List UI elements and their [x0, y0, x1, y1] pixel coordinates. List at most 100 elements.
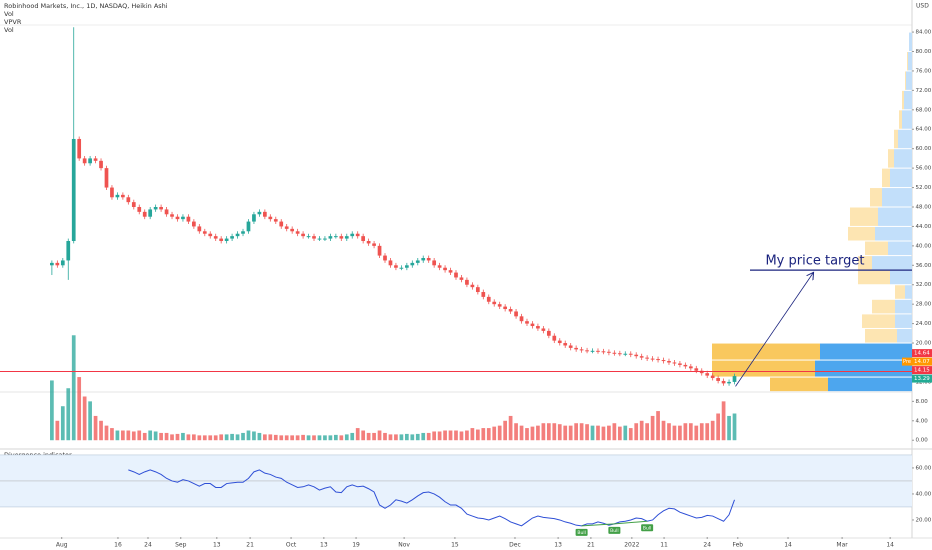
volume-bar — [585, 424, 589, 441]
vpvr-down — [882, 168, 890, 188]
price-label-bg — [912, 357, 932, 366]
candle-body — [508, 309, 513, 312]
candle-body — [284, 226, 289, 229]
candle-body — [268, 216, 273, 220]
candle-body — [323, 238, 327, 240]
volume-bar — [568, 425, 573, 441]
candle-body — [694, 368, 699, 371]
divergence-line — [614, 520, 648, 525]
volume-bar — [492, 426, 497, 441]
candle-body — [77, 138, 82, 159]
vpvr-up — [875, 226, 912, 241]
volume-bar — [213, 435, 218, 441]
volume-bar — [519, 425, 524, 441]
volume-bar — [131, 431, 136, 441]
candle-body — [530, 323, 535, 327]
volume-bar — [459, 431, 464, 441]
candle-body — [197, 226, 202, 232]
candle-body — [568, 345, 573, 348]
price-label-bg — [912, 366, 932, 375]
vpvr-up — [890, 168, 912, 188]
volume-bar — [388, 434, 393, 441]
y-tick-label: 32.00 — [916, 282, 932, 288]
vpvr-down — [712, 360, 815, 377]
vpvr-up — [882, 188, 912, 207]
candle-body — [241, 231, 245, 234]
y-tick-label: 20.00 — [916, 341, 932, 347]
volume-bar — [71, 335, 76, 441]
volume-bar — [443, 430, 447, 441]
volume-bar — [432, 431, 437, 441]
candle-body — [497, 304, 502, 307]
volume-bar — [667, 423, 671, 441]
volume-bar — [77, 377, 82, 441]
volume-bar — [290, 435, 295, 441]
candle-body — [273, 219, 278, 222]
candle-body — [536, 326, 540, 329]
volume-bar — [661, 420, 666, 441]
y-tick-label: 20.00 — [916, 517, 932, 523]
vpvr-up — [909, 32, 912, 52]
candle-body — [465, 279, 469, 285]
x-tick-label: Feb — [732, 542, 743, 549]
candle-body — [279, 221, 284, 227]
volume-bar — [415, 433, 420, 441]
volume-bar — [241, 432, 245, 441]
candle-body — [639, 356, 644, 358]
y-tick-label: 72.00 — [916, 88, 932, 94]
volume-bar — [574, 423, 579, 441]
volume-bar — [601, 426, 606, 441]
divergence-line — [581, 523, 615, 527]
y-tick-label: 76.00 — [916, 68, 932, 74]
candle-body — [459, 277, 464, 280]
volume-bar — [263, 434, 267, 441]
vpvr-down — [894, 129, 898, 149]
signal-label: Bull — [577, 530, 585, 536]
vpvr-down — [895, 285, 905, 299]
volume-bar — [50, 380, 54, 441]
candle-body — [437, 265, 442, 268]
volume-bar — [426, 432, 431, 441]
volume-bar — [727, 415, 731, 441]
volume-bar — [721, 401, 726, 441]
volume-bar — [623, 425, 628, 441]
volume-bar — [552, 423, 557, 441]
candle-body — [672, 362, 677, 364]
volume-bar — [323, 435, 327, 441]
x-tick-label: 14 — [886, 542, 894, 549]
candle-body — [159, 206, 163, 210]
volume-bar — [514, 423, 518, 441]
candle-body — [705, 373, 710, 376]
volume-bar — [181, 432, 185, 441]
candle-body — [426, 258, 431, 261]
indicator-line — [128, 469, 735, 527]
candle-body — [104, 168, 109, 188]
signal-box — [575, 528, 588, 536]
volume-bar — [82, 396, 87, 441]
y-tick-label: 40.00 — [916, 243, 932, 249]
candle-body — [492, 301, 497, 305]
y-tick-label: 84.00 — [916, 30, 932, 36]
volume-bar — [224, 434, 229, 441]
volume-bar — [93, 415, 98, 441]
candle-body — [202, 231, 207, 234]
volume-bar — [475, 429, 480, 441]
vpvr-up — [905, 285, 912, 299]
y-tick-label: 40.00 — [916, 491, 932, 497]
candle-body — [410, 262, 415, 266]
candle-body — [656, 359, 660, 361]
volume-bar — [301, 434, 305, 441]
volume-bar — [88, 401, 92, 441]
volume-bar — [159, 432, 163, 441]
candle-body — [263, 211, 267, 217]
candle-body — [153, 206, 158, 210]
volume-bar — [153, 431, 158, 441]
volume-bar — [497, 425, 502, 441]
candle-body — [328, 236, 333, 239]
candle-body — [727, 381, 731, 384]
volume-bar — [284, 435, 289, 441]
candle-body — [361, 236, 366, 242]
candle-body — [475, 287, 480, 293]
candle-body — [142, 211, 147, 217]
